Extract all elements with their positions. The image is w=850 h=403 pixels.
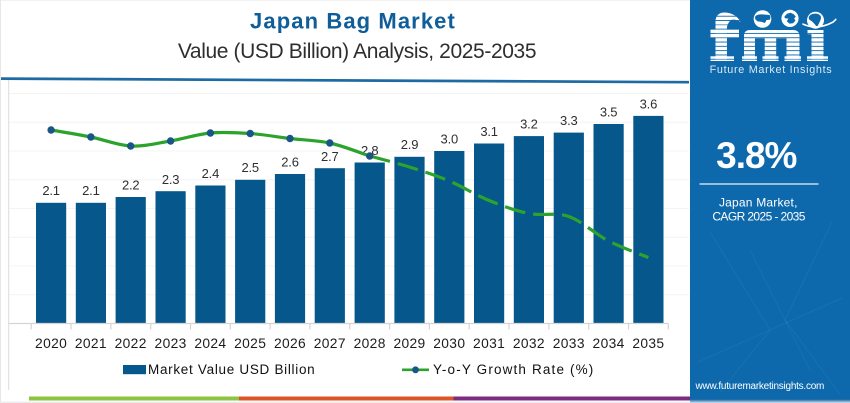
svg-text:3.8%: 3.8% <box>716 135 796 176</box>
svg-text:2024: 2024 <box>194 336 226 351</box>
svg-text:www.futuremarketinsights.com: www.futuremarketinsights.com <box>695 381 825 392</box>
svg-text:2028: 2028 <box>354 336 386 351</box>
svg-text:3.3: 3.3 <box>560 113 577 128</box>
svg-text:3.2: 3.2 <box>520 117 537 132</box>
svg-text:3.5: 3.5 <box>600 105 617 120</box>
svg-text:2035: 2035 <box>632 336 664 351</box>
svg-text:2023: 2023 <box>155 336 187 351</box>
svg-text:Value (USD Billion) Analysis,: Value (USD Billion) Analysis, 2025-2035 <box>178 40 536 63</box>
svg-text:CAGR 2025 - 2035: CAGR 2025 - 2035 <box>712 210 805 224</box>
svg-text:2.9: 2.9 <box>401 137 418 152</box>
svg-text:2.3: 2.3 <box>162 172 179 187</box>
svg-text:2.1: 2.1 <box>82 183 99 198</box>
svg-text:Japan Market,: Japan Market, <box>719 195 798 209</box>
svg-text:2.7: 2.7 <box>321 149 338 164</box>
svg-text:Japan Bag Market: Japan Bag Market <box>250 9 456 34</box>
svg-text:2021: 2021 <box>75 336 107 351</box>
svg-text:2.1: 2.1 <box>42 183 59 198</box>
svg-text:Future Market Insights: Future Market Insights <box>710 64 833 76</box>
svg-text:2022: 2022 <box>115 336 147 351</box>
svg-text:2026: 2026 <box>274 336 306 351</box>
svg-text:2032: 2032 <box>513 336 545 351</box>
svg-text:3.6: 3.6 <box>640 96 657 111</box>
svg-text:2033: 2033 <box>553 336 585 351</box>
svg-text:2.4: 2.4 <box>202 166 219 181</box>
svg-text:2.2: 2.2 <box>122 178 139 193</box>
svg-text:3.1: 3.1 <box>480 124 497 139</box>
svg-text:Market Value USD Billion: Market Value USD Billion <box>148 362 315 377</box>
svg-text:2031: 2031 <box>473 336 505 351</box>
svg-text:2034: 2034 <box>593 336 625 351</box>
svg-text:2030: 2030 <box>433 336 465 351</box>
svg-text:Y-o-Y Growth Rate (%): Y-o-Y Growth Rate (%) <box>433 362 594 377</box>
svg-text:2029: 2029 <box>393 336 425 351</box>
svg-text:2020: 2020 <box>35 336 67 351</box>
svg-text:3.0: 3.0 <box>441 132 458 147</box>
svg-text:2.6: 2.6 <box>281 155 298 170</box>
svg-text:2027: 2027 <box>314 336 346 351</box>
svg-text:2025: 2025 <box>234 336 266 351</box>
svg-text:2.5: 2.5 <box>241 160 258 175</box>
